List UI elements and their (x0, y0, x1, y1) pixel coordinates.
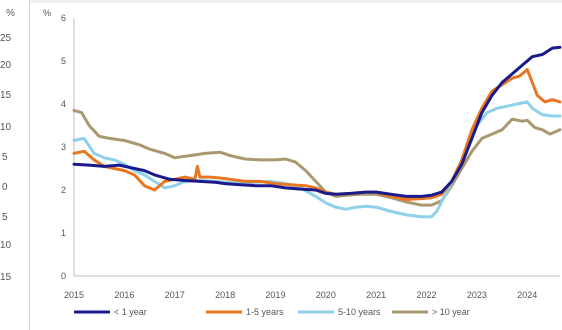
legend-label: 1-5 years (246, 307, 284, 317)
left-strip-fragment: 20 (0, 60, 12, 71)
left-partial-axis: % 25 20 15 10 5 0 5 10 15 (0, 0, 30, 330)
y-tick-label: 0 (61, 271, 66, 281)
left-strip-fragment: 0 (2, 182, 8, 193)
legend-label: 5-10 years (338, 307, 381, 317)
x-tick-label: 2018 (215, 290, 235, 300)
x-tick-label: 2020 (316, 290, 336, 300)
legend: < 1 year 1-5 years 5-10 years > 10 year (74, 307, 470, 317)
panel-divider (29, 0, 30, 330)
x-tick-label: 2015 (64, 290, 84, 300)
x-tick-label: 2017 (165, 290, 185, 300)
x-tick-labels: 2015 2016 2017 2018 2019 2020 2021 2022 2023 2024 (64, 290, 537, 300)
x-tick-label: 2023 (467, 290, 487, 300)
left-strip-fragment: % (6, 8, 15, 19)
y-tick-label: 1 (61, 228, 66, 238)
left-strip-fragment: 25 (0, 33, 12, 44)
left-strip-fragment: 5 (2, 212, 8, 223)
x-tick-label: 2019 (265, 290, 285, 300)
y-tick-label: 4 (61, 99, 66, 109)
left-strip-fragment: 10 (0, 240, 12, 251)
y-tick-label: 3 (61, 142, 66, 152)
legend-label: < 1 year (114, 307, 147, 317)
left-strip-fragment: 10 (0, 122, 12, 133)
series-line-1-5-years (72, 68, 562, 201)
series-line-5-10-years (72, 100, 562, 219)
left-strip-fragment: 15 (0, 272, 12, 283)
y-tick-label: 2 (61, 185, 66, 195)
y-tick-label: 5 (61, 56, 66, 66)
y-tick-labels: 0 1 2 3 4 5 6 (61, 13, 66, 281)
x-tick-label: 2024 (517, 290, 537, 300)
series-line-1-year (72, 45, 562, 198)
left-strip-fragment: 15 (0, 90, 12, 101)
x-tick-label: 2021 (366, 290, 386, 300)
x-tick-label: 2016 (114, 290, 134, 300)
top-partial-strip (30, 0, 562, 3)
y-axis-label: % (43, 8, 51, 18)
legend-label: > 10 year (432, 307, 470, 317)
left-strip-fragment: 5 (2, 152, 8, 163)
x-tick-label: 2022 (417, 290, 437, 300)
y-tick-label: 6 (61, 13, 66, 23)
series-lines (72, 45, 562, 219)
